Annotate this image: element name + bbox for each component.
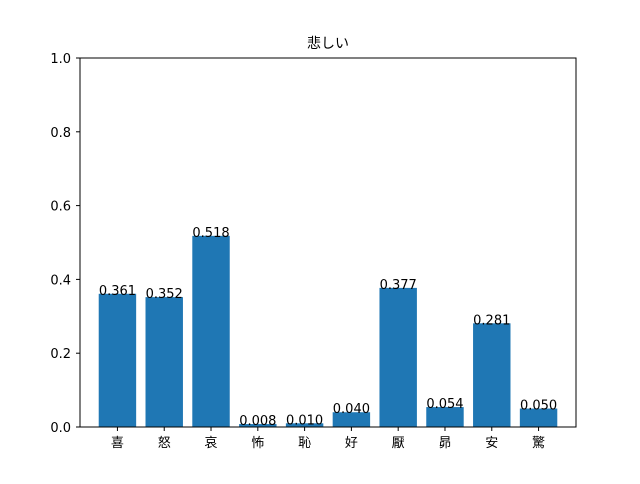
bar-5 (285, 423, 324, 427)
bar-4 (239, 424, 277, 427)
data-label: 0.054 (426, 397, 463, 412)
bar-3 (192, 235, 230, 427)
x-tick-label: 恥 (298, 436, 311, 451)
chart-title: 悲しい (307, 35, 349, 52)
data-label: 0.008 (239, 414, 276, 429)
x-tick-label: 安 (485, 436, 498, 451)
bars-layer (98, 235, 558, 427)
x-tick-label: 驚 (532, 435, 545, 451)
x-tick-label: 厭 (392, 436, 405, 451)
y-tick-label: 1.0 (50, 52, 71, 67)
bar-6 (332, 412, 371, 427)
data-labels-layer: 0.361 0.352 0.518 0.008 0.010 0.040 0.377 0.054… (99, 226, 557, 429)
data-label: 0.361 (99, 284, 136, 299)
bar-8 (426, 407, 464, 427)
bar-10 (519, 408, 558, 427)
y-tick-label: 0.2 (50, 347, 71, 362)
x-tick-label: 怖 (251, 435, 264, 451)
bar-9 (473, 323, 511, 427)
bar-7 (379, 287, 417, 427)
data-label: 0.050 (520, 399, 557, 414)
y-tick-label: 0.4 (50, 273, 71, 288)
data-label: 0.010 (286, 413, 323, 428)
y-tick-label: 0.6 (50, 200, 71, 215)
x-tick-label: 怒 (158, 436, 171, 451)
bar-2 (145, 297, 183, 427)
data-label: 0.281 (473, 313, 510, 328)
x-tick-label: 喜 (111, 436, 124, 451)
y-tick-label: 0.8 (50, 126, 71, 141)
bar-1 (98, 293, 137, 427)
data-label: 0.377 (380, 278, 417, 293)
data-label: 0.352 (146, 287, 183, 302)
data-label: 0.518 (192, 226, 229, 241)
x-axis: 喜怒哀怖恥好厭昴安驚 (111, 427, 545, 451)
y-axis: 0.0 0.2 0.4 0.6 0.8 1.0 (50, 52, 80, 436)
x-tick-label: 昴 (438, 436, 451, 451)
y-tick-label: 0.0 (50, 421, 71, 436)
plot-frame (79, 57, 577, 428)
data-label: 0.040 (333, 402, 370, 417)
x-tick-label: 哀 (205, 436, 218, 451)
x-tick-label: 好 (345, 436, 358, 451)
